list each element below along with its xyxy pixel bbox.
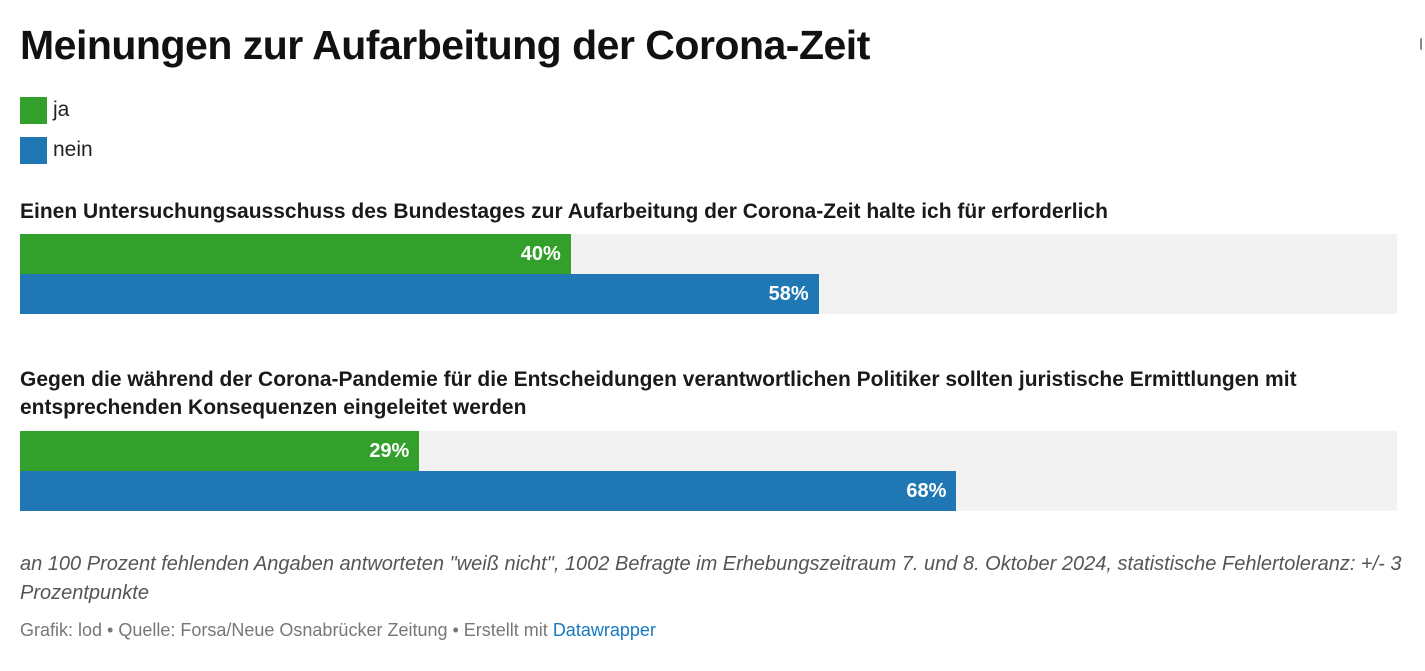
bar-track: 40% [20,234,1397,274]
bar-nein [20,274,819,314]
bar-track: 29% [20,431,1397,471]
legend-swatch-nein [20,136,47,164]
chart-group-untersuchungsausschuss: Einen Untersuchungsausschuss des Bundest… [20,198,1397,314]
bar-track: 68% [20,471,1397,511]
credit-text: Grafik: lod • Quelle: Forsa/Neue Osnabrü… [20,620,553,640]
legend-swatch-ja [20,96,47,124]
chart-title: Meinungen zur Aufarbeitung der Corona-Ze… [20,22,870,68]
question-label: Einen Untersuchungsausschuss des Bundest… [20,200,1108,223]
question-label: Gegen die während der Corona-Pandemie fü… [20,368,1297,419]
bar-label-ja: 29% [369,440,410,462]
bar-label-ja: 40% [520,243,561,265]
legend-label-nein: nein [53,138,93,161]
bar-ja [20,431,420,471]
legend: ja nein [20,96,93,176]
corner-marker [1420,38,1425,50]
source-credit: Grafik: lod • Quelle: Forsa/Neue Osnabrü… [20,620,656,641]
legend-item-ja: ja [20,96,93,124]
bar-label-nein: 68% [906,480,947,502]
chart-group-ermittlungen: Gegen die während der Corona-Pandemie fü… [20,366,1397,511]
datawrapper-link[interactable]: Datawrapper [552,620,656,640]
legend-label-ja: ja [53,98,70,121]
bar-nein [20,471,957,511]
bar-label-nein: 58% [768,283,809,305]
bar-ja [20,234,571,274]
bar-track: 58% [20,274,1397,314]
footnote: an 100 Prozent fehlenden Angaben antwort… [20,553,1402,604]
legend-item-nein: nein [20,136,93,164]
